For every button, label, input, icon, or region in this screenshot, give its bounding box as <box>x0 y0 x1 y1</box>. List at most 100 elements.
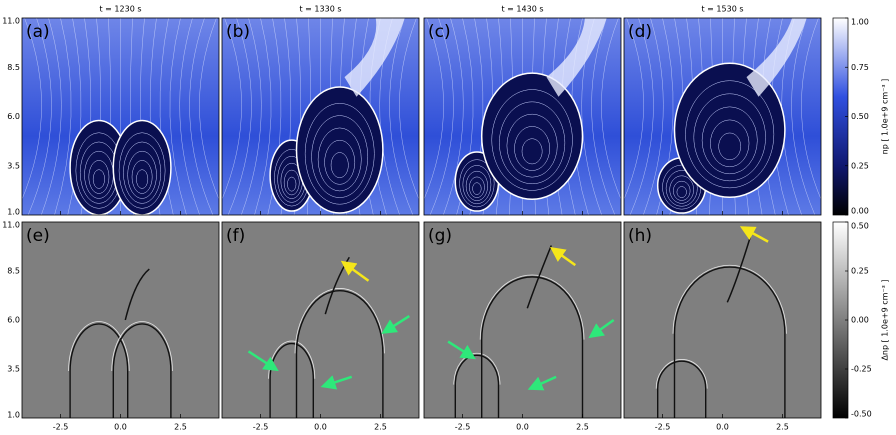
flux-line <box>701 106 758 175</box>
field-line <box>629 18 654 215</box>
flux-line <box>123 141 162 204</box>
front <box>69 323 129 418</box>
field-line <box>67 18 82 215</box>
colorbar-label: np [ 1.0e+9 cm⁻³ ] <box>881 79 890 155</box>
field-line <box>22 18 42 200</box>
field-line <box>27 18 52 215</box>
arrow <box>549 247 577 267</box>
flux-line <box>673 180 691 201</box>
y-tick-label: 6.0 <box>7 112 20 121</box>
column-title: t = 1430 s <box>502 5 544 14</box>
colorbar-label: Δnp [ 1.0e+9 cm⁻³ ] <box>881 279 890 360</box>
arrow <box>447 340 477 360</box>
flux-line <box>118 132 166 209</box>
colorbar-tick-label: 0.25 <box>851 267 869 276</box>
front-edge <box>672 264 787 334</box>
flux-line <box>693 93 766 182</box>
flux-line <box>514 126 550 171</box>
x-tick-label: 2.5 <box>576 423 589 432</box>
field-line <box>429 18 454 215</box>
field-line <box>227 18 252 215</box>
x-tick-label: 0.0 <box>516 423 529 432</box>
field-line <box>241 18 262 215</box>
x-tick-label: -2.5 <box>53 423 69 432</box>
panel-label: (d) <box>628 22 652 42</box>
y-tick-label: 1.0 <box>7 411 20 420</box>
arrow <box>527 375 557 391</box>
x-tick-label: 0.0 <box>314 423 327 432</box>
front-edge <box>453 352 501 385</box>
ejecta <box>546 18 607 97</box>
density-panel <box>22 18 219 215</box>
flux-line <box>324 139 356 185</box>
field-line <box>54 18 72 215</box>
front <box>657 360 707 418</box>
flux-line <box>685 80 775 189</box>
field-line <box>591 18 616 215</box>
colorbar-tick-label: 0.00 <box>851 316 869 325</box>
y-tick-label: 8.5 <box>7 63 20 72</box>
column-title: t = 1330 s <box>300 5 342 14</box>
column-title: t = 1230 s <box>100 5 142 14</box>
flux-line <box>330 152 349 178</box>
colorbar-tick-label: 0.00 <box>851 207 869 216</box>
x-tick-label: 0.0 <box>716 423 729 432</box>
flux-line <box>506 113 558 178</box>
front <box>673 266 786 418</box>
field-line <box>179 18 200 215</box>
flux-rope <box>673 62 786 199</box>
arrow <box>588 318 615 339</box>
x-tick-label: 2.5 <box>776 423 789 432</box>
panel-label: (b) <box>226 22 250 42</box>
flux-line <box>469 176 485 198</box>
flux-rope <box>112 119 172 215</box>
flux-rope <box>480 72 584 200</box>
field-line <box>424 18 444 200</box>
flux-line <box>311 115 369 198</box>
front-edge <box>479 274 585 340</box>
current-sheet <box>124 268 150 321</box>
field-line <box>222 18 242 200</box>
difference-panel <box>424 222 621 418</box>
field-line <box>199 18 219 200</box>
ejecta <box>344 18 405 97</box>
field-line <box>159 18 174 215</box>
flux-line <box>676 186 687 198</box>
arrow <box>247 350 279 372</box>
front <box>295 289 384 418</box>
column-title: t = 1530 s <box>702 5 744 14</box>
flux-line <box>669 175 694 204</box>
x-tick-label: 2.5 <box>374 423 387 432</box>
y-tick-label: 11.0 <box>2 17 20 26</box>
field-line <box>189 18 214 215</box>
x-tick-label: -2.5 <box>455 423 471 432</box>
field-line <box>41 18 62 215</box>
y-tick-label: 8.5 <box>7 267 20 276</box>
field-line <box>791 18 816 215</box>
colorbar-tick-label: -0.25 <box>851 365 872 374</box>
flux-line <box>127 150 157 199</box>
difference-panel <box>222 222 419 418</box>
y-tick-label: 3.5 <box>7 365 20 374</box>
arrow <box>320 375 353 390</box>
difference-panel <box>22 222 219 418</box>
current-sheet <box>726 233 753 303</box>
field-line <box>169 18 187 215</box>
panel-label: (h) <box>628 226 652 246</box>
arrow <box>381 315 410 334</box>
panel-label: (a) <box>26 22 50 42</box>
flux-line <box>88 160 110 194</box>
field-line <box>624 18 644 200</box>
flux-line <box>92 169 105 189</box>
flux-line <box>465 170 488 201</box>
ejecta <box>746 18 807 97</box>
colorbar-tick-label: 0.25 <box>851 161 869 170</box>
colorbar-tick-label: 0.50 <box>851 222 869 231</box>
flux-line <box>718 132 741 161</box>
field-line <box>389 18 414 215</box>
panel-label: (f) <box>226 226 245 246</box>
panel-label: (e) <box>26 226 50 246</box>
flux-line <box>710 119 750 168</box>
colorbar-tick-label: 0.75 <box>851 63 869 72</box>
